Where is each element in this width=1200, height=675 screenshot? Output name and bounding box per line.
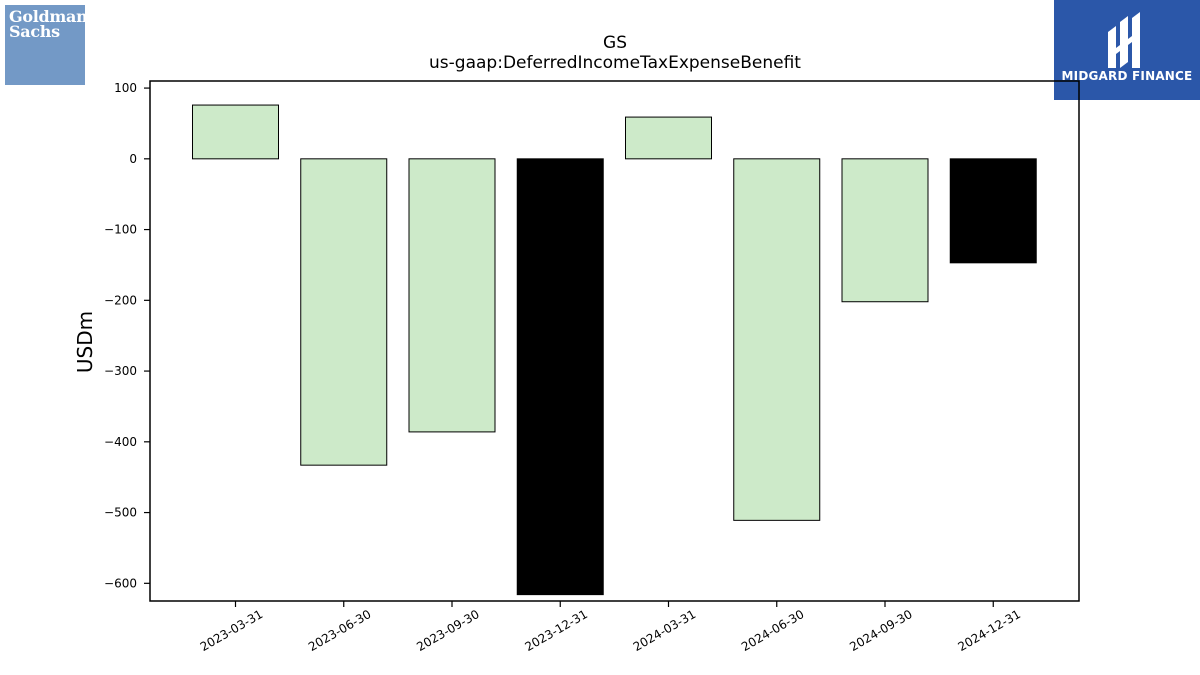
y-tick-label: −300	[104, 364, 137, 378]
y-tick-label: 100	[114, 81, 137, 95]
x-tick-label: 2023-03-31	[198, 607, 265, 654]
logo-word-sachs: Sachs	[9, 22, 60, 41]
bar-2024-03-31	[625, 116, 712, 160]
bar-2024-09-30	[841, 158, 929, 303]
chart-subtitle: us-gaap:DeferredIncomeTaxExpenseBenefit	[429, 53, 801, 73]
bar-2024-06-30	[733, 158, 821, 521]
midgard-finance-wordmark: MIDGARD FINANCE	[1061, 69, 1193, 83]
bar-2023-09-30	[408, 158, 496, 433]
bar-2023-03-31	[192, 104, 279, 160]
goldman-sachs-logo: Goldman Sachs	[5, 5, 85, 85]
midgard-finance-logo: MIDGARD FINANCE	[1054, 0, 1200, 100]
y-tick-label: −400	[104, 435, 137, 449]
plot-frame	[149, 80, 1080, 602]
chart-title: GS	[603, 33, 627, 53]
y-tick-label: −100	[104, 223, 137, 237]
x-tick-label: 2023-06-30	[306, 607, 373, 654]
y-tick-label: −600	[104, 576, 137, 590]
y-tick-label: −200	[104, 293, 137, 307]
y-tick-label: 0	[129, 152, 137, 166]
x-tick-label: 2024-03-31	[631, 607, 698, 654]
x-axis-ticks: 2023-03-31 2023-06-30 2023-09-30 2023-12-31…	[198, 601, 1023, 654]
bar-2024-12-31	[949, 158, 1037, 264]
x-tick-label: 2023-09-30	[414, 607, 481, 654]
bar-2023-06-30	[300, 158, 388, 466]
x-tick-label: 2024-09-30	[847, 607, 914, 654]
bars-group	[192, 104, 1037, 596]
x-tick-label: 2024-06-30	[739, 607, 806, 654]
logo-word-goldman: Goldman	[9, 7, 85, 26]
x-tick-label: 2024-12-31	[956, 607, 1023, 654]
y-axis-label: USDm	[73, 311, 97, 373]
bar-2023-12-31	[516, 158, 604, 596]
midgard-mark-icon	[1108, 12, 1140, 68]
y-axis-ticks: 100 0 −100 −200 −300 −400 −500 −600	[104, 81, 150, 590]
y-tick-label: −500	[104, 506, 137, 520]
x-tick-label: 2023-12-31	[523, 607, 590, 654]
